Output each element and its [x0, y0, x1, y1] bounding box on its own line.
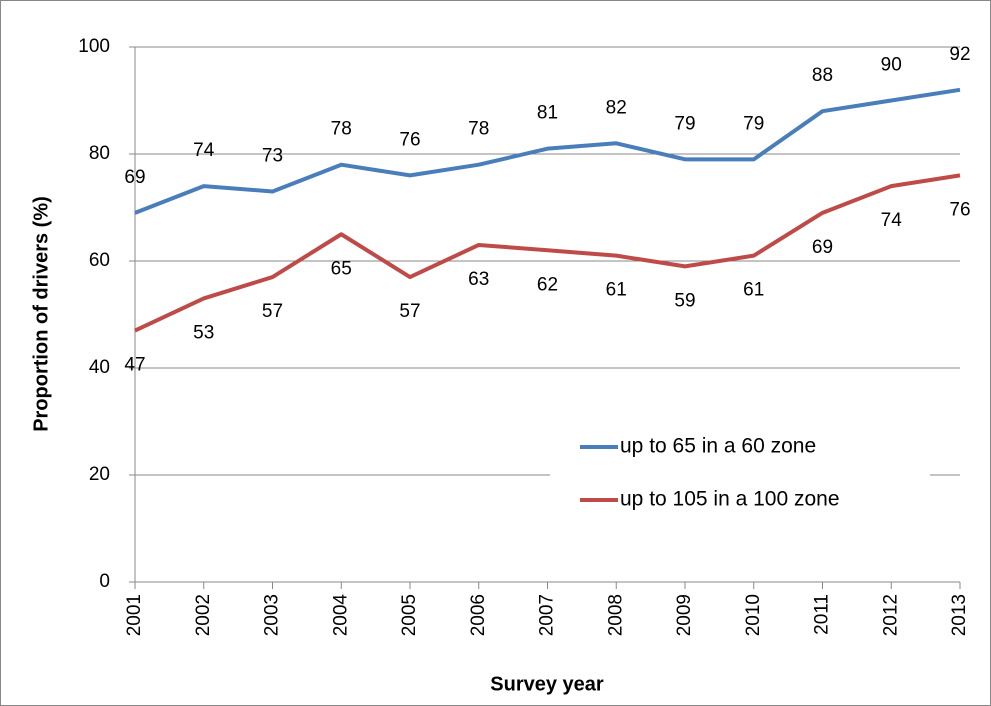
data-label: 82: [606, 97, 627, 118]
y-tick-label: 0: [99, 571, 110, 592]
data-label: 61: [606, 280, 627, 301]
data-label: 78: [331, 119, 352, 140]
data-label: 76: [399, 129, 420, 150]
series-line: [134, 87, 961, 215]
legend-label: up to 65 in a 60 zone: [620, 435, 816, 458]
x-tick-label: 2003: [262, 594, 283, 636]
x-tick-label: 2002: [193, 594, 214, 636]
x-tick-label: 2009: [674, 594, 695, 636]
data-label: 74: [193, 140, 215, 161]
x-tick-label: 2013: [949, 594, 970, 636]
data-label: 92: [949, 44, 970, 65]
y-tick-label: 80: [89, 143, 110, 164]
data-label: 57: [399, 301, 420, 322]
series-line: [134, 173, 961, 333]
legend-box: [550, 425, 930, 535]
data-label: 62: [537, 274, 558, 295]
x-axis-title: Survey year: [490, 673, 604, 695]
y-tick-label: 60: [89, 250, 110, 271]
legend: up to 65 in a 60 zone up to 105 in a 100 …: [550, 425, 930, 535]
data-label: 63: [468, 269, 489, 290]
x-tick-label: 2010: [743, 594, 764, 636]
data-label: 79: [743, 113, 764, 134]
x-tick-label: 2004: [330, 594, 351, 637]
data-label: 73: [262, 145, 283, 166]
data-label: 69: [124, 167, 145, 188]
y-tick-label: 40: [89, 357, 110, 378]
y-tick-label: 100: [78, 36, 110, 57]
data-label: 69: [812, 237, 833, 258]
x-tick-label: 2007: [537, 594, 558, 636]
data-label: 59: [674, 290, 695, 311]
data-label: 53: [193, 322, 214, 343]
data-label: 57: [262, 301, 283, 322]
data-label: 78: [468, 119, 489, 140]
data-label: 65: [331, 258, 352, 279]
x-tick-label: 2008: [605, 594, 626, 636]
data-label: 61: [743, 280, 764, 301]
x-tick-label: 2001: [124, 594, 145, 636]
y-axis-title: Proportion of drivers (%): [30, 196, 52, 432]
data-label: 79: [674, 113, 695, 134]
x-tick-label: 2006: [468, 594, 489, 636]
x-tick-label: 2005: [399, 594, 420, 636]
data-label: 74: [881, 210, 903, 231]
data-label: 88: [812, 65, 833, 86]
data-label: 90: [881, 55, 902, 76]
x-tick-label: 2012: [880, 594, 901, 636]
data-label: 47: [124, 355, 145, 376]
legend-label: up to 105 in a 100 zone: [620, 488, 840, 511]
data-label: 81: [537, 103, 558, 124]
data-label: 76: [949, 199, 970, 220]
y-tick-label: 20: [89, 464, 110, 485]
x-tick-label: 2011: [812, 594, 833, 635]
